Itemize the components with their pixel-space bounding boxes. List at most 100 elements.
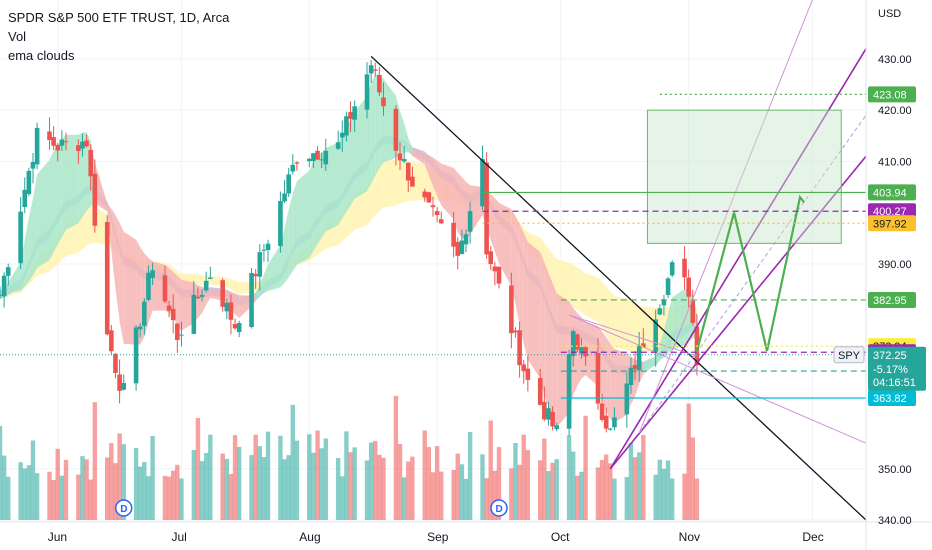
ema-cloud-fast [412,147,425,165]
volume-bar [344,431,349,520]
candle-body [55,144,61,151]
level-tag-label: 382.95 [873,295,907,307]
ema-cloud-fast [152,261,165,311]
ema-cloud-fast [263,264,269,294]
volume-bar [195,418,201,520]
ema-cloud-fast [490,193,495,252]
candle-body [517,330,522,366]
volume-bar [690,437,695,520]
volume-bar [133,448,139,520]
candle-body [162,275,168,302]
candle-body [166,305,172,311]
ema-cloud-slow [395,159,401,206]
candle-body [422,191,428,198]
volume-bar [381,457,386,520]
candle-body [570,331,576,356]
candle-body [653,319,658,352]
fan-line-down [568,314,867,444]
volume-bar [488,420,493,520]
volume-bar [661,468,667,520]
candle-body [488,251,494,264]
volume-bar [84,459,89,520]
candle-body [208,277,213,279]
ema-cloud-slow [585,273,598,322]
time-tick-label: Jul [171,530,186,544]
candle-body [554,425,560,430]
currency-label: USD [878,8,901,20]
volume-bar [575,475,580,520]
volume-bar [228,473,234,520]
candle-body [265,243,271,251]
fan-line-steep [638,0,813,434]
price-tick-label: 340.00 [878,515,912,527]
legend-indicator[interactable]: ema clouds [8,48,75,63]
ema-cloud-fast [400,111,405,155]
ema-cloud-fast [197,284,203,318]
volume-bar [22,468,27,520]
legend-title[interactable]: SPDR S&P 500 ETF TRUST, 1D, Arca [8,10,230,25]
candle-body [22,189,28,208]
ema-cloud-fast [515,216,520,326]
candle-body [290,164,296,172]
candle-body [224,302,230,312]
ema-cloud-fast [37,159,50,268]
candle-body [686,277,691,297]
volume-bar [307,434,312,520]
volume-bar [208,434,213,520]
ema-cloud-fast [140,247,145,345]
ema-cloud-fast [643,356,656,375]
level-tag [868,184,916,201]
volume-bar [59,475,65,520]
ema-cloud-fast [672,288,685,350]
ema-cloud-fast [461,177,466,240]
candle-body [84,140,89,147]
candle-body [690,300,696,323]
candle-body [364,74,370,110]
candle-body [26,170,32,195]
candle-body [236,323,242,333]
candle-body [438,219,444,224]
candle-body [51,137,56,146]
volume-bar [261,457,267,520]
ema-cloud-fast [548,272,553,419]
ema-cloud-fast [404,122,409,153]
ema-cloud-fast [8,261,21,294]
candle-body [344,116,349,136]
ema-cloud-fast [32,174,38,276]
ema-cloud-slow [235,280,240,295]
ema-cloud-fast [383,79,396,163]
volume-bar [566,435,572,520]
volume-bar [426,447,432,520]
symbol-tag [833,346,865,364]
time-tick-label: Sep [427,530,449,544]
volume-bar [146,476,151,520]
volume-bar [257,446,262,520]
time-tick-label: Oct [551,530,570,544]
volume-bar [550,462,555,520]
level-tag-label: 400.27 [873,206,907,218]
candle-body [463,234,469,245]
volume-bar [608,463,613,520]
ema-cloud-slow [86,205,91,246]
volume-bar [657,459,663,520]
candle-body [430,205,436,208]
price-tick-label: 430.00 [878,54,912,66]
volume-bar [410,456,415,520]
ema-cloud-fast [684,288,689,346]
candle-body [133,327,139,384]
dividend-marker-label: D [495,504,502,515]
legend-volume[interactable]: Vol [8,29,27,44]
ema-cloud-fast [259,274,264,295]
wedge-line [568,314,698,357]
ema-cloud-slow [354,185,368,230]
ema-cloud-fast [206,287,211,305]
candle-body [381,97,386,107]
volume-bar [694,478,700,520]
ema-cloud-fast [338,135,343,226]
candle-body [121,382,127,390]
volume-bar [105,457,110,520]
volume-bar [348,452,353,520]
volume-bar [109,443,114,520]
volume-bar [63,459,69,520]
